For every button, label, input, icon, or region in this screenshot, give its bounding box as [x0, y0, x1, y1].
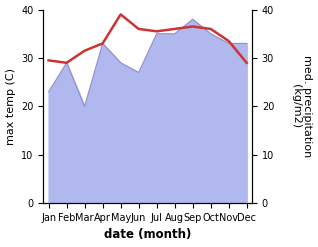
Y-axis label: med. precipitation
(kg/m2): med. precipitation (kg/m2) — [291, 55, 313, 158]
Y-axis label: max temp (C): max temp (C) — [5, 68, 16, 145]
X-axis label: date (month): date (month) — [104, 228, 191, 242]
